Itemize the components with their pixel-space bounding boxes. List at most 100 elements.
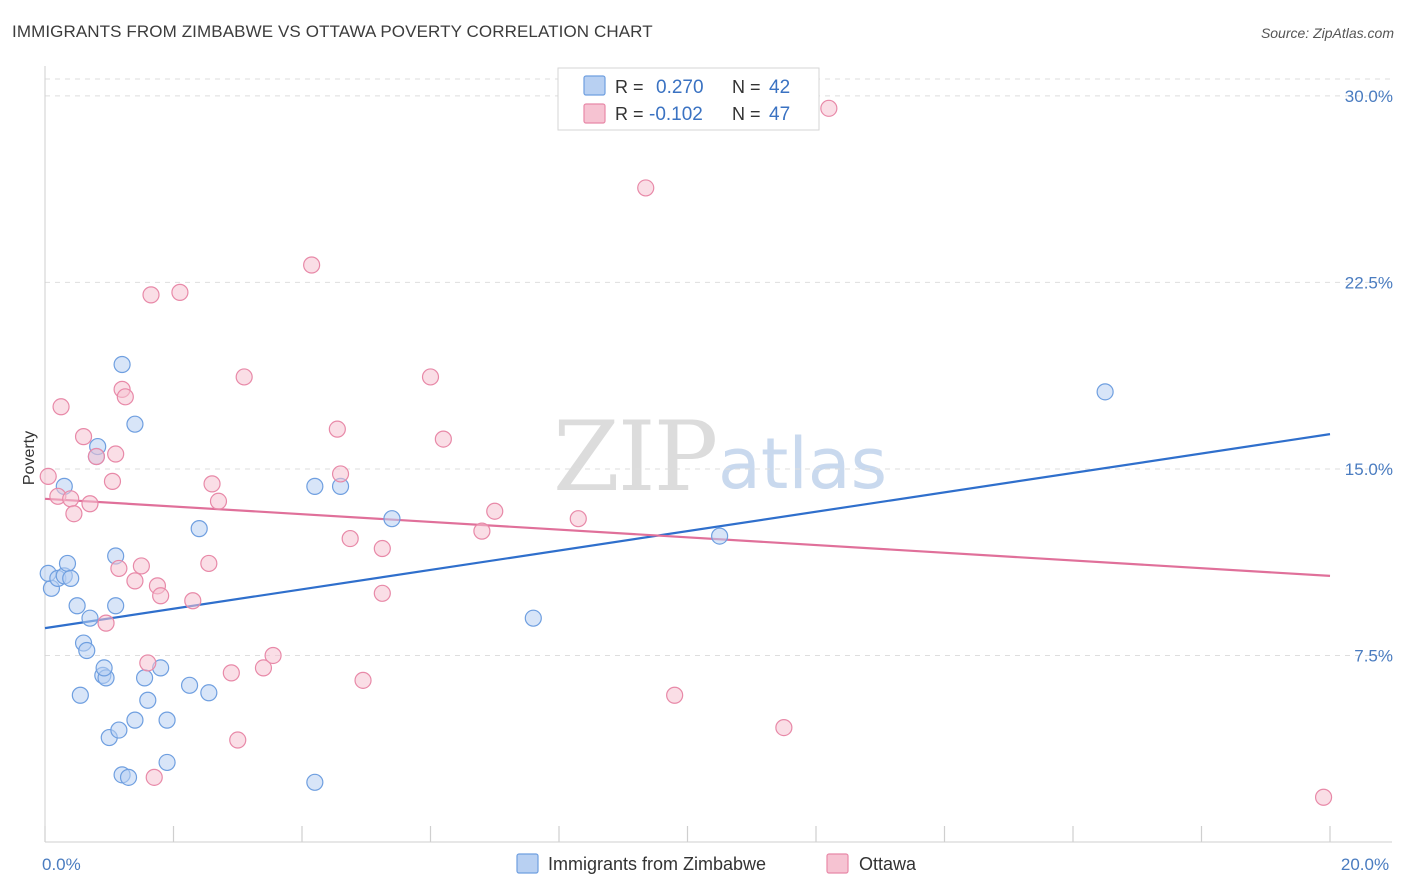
tick-labels: 7.5% 15.0% 22.5% 30.0% 0.0% 20.0% [42,87,1393,874]
ottawa-legend-swatch [826,853,849,874]
pink-r-label: R = [615,104,644,124]
data-point [190,520,208,538]
watermark-zip: ZIP [553,401,716,513]
data-point [222,664,240,682]
data-point [180,676,199,694]
data-point [158,753,176,772]
data-point [171,283,189,301]
pink-n-label: N = [732,104,761,124]
data-point [110,721,128,739]
series-legend: Immigrants from Zimbabwe Ottawa [516,853,917,874]
data-point [52,398,70,416]
data-point [74,428,93,446]
data-point [331,465,350,483]
data-point [145,768,163,786]
data-point [58,554,77,573]
blue-r-label: R = [615,77,644,97]
data-point [139,691,157,709]
x-tick-label: 0.0% [42,855,81,874]
data-point [306,477,324,495]
data-point [775,718,793,737]
data-point [264,646,282,665]
data-point [303,256,321,274]
watermark-atlas: atlas [718,423,887,505]
data-point [434,430,452,448]
data-point [1314,788,1333,806]
data-point [235,368,253,386]
data-point [81,609,99,627]
data-point [184,592,202,610]
data-point [200,684,218,702]
pink-legend-swatch [583,103,606,124]
zimbabwe-trendline [44,433,1331,630]
blue-legend-swatch [583,75,606,96]
data-point [306,773,324,791]
watermark: ZIP atlas [553,401,887,513]
data-point [87,447,106,466]
y-axis-title: Poverty [21,431,38,485]
data-point [39,467,57,486]
data-point [68,597,86,615]
data-point [119,768,138,786]
data-point [107,597,125,615]
data-point [637,179,655,197]
data-point [116,388,134,406]
data-point [81,495,99,513]
data-point [107,445,125,463]
data-point [113,355,131,374]
data-point [1096,383,1114,401]
data-point [711,527,729,545]
axes [44,66,1392,843]
blue-n-value: 42 [769,77,790,98]
data-points [39,99,1333,806]
y-tick-label: 22.5% [1345,273,1393,292]
data-point [158,711,176,729]
pink-n-value: 47 [769,104,790,125]
data-point [341,529,359,548]
data-point [110,559,128,578]
data-point [383,510,401,528]
data-point [142,286,160,304]
data-point [373,539,391,558]
ottawa-trendline [44,497,1331,577]
blue-r-value: 0.270 [656,77,704,98]
ottawa-points [39,99,1333,806]
data-point [126,572,144,590]
data-point [666,686,684,704]
source-label: Source: ZipAtlas.com [1260,25,1394,41]
data-point [569,510,587,528]
data-point [229,731,247,749]
zimbabwe-legend-swatch [516,853,539,874]
y-tick-label: 15.0% [1345,460,1393,479]
data-point [62,490,80,508]
blue-n-label: N = [732,77,761,97]
chart-title: IMMIGRANTS FROM ZIMBABWE VS OTTAWA POVER… [12,22,653,41]
pink-r-value: -0.102 [649,104,703,125]
ottawa-legend-label: Ottawa [859,854,917,874]
y-tick-label: 30.0% [1345,87,1393,106]
data-point [126,711,144,729]
data-point [71,686,89,704]
data-point [95,659,113,677]
data-point [62,569,80,587]
data-point [473,522,491,540]
data-point [132,557,150,575]
zimbabwe-legend-label: Immigrants from Zimbabwe [548,854,766,874]
x-tick-label: 20.0% [1341,855,1389,874]
data-point [373,584,391,602]
data-point [486,502,504,520]
data-point [524,609,542,627]
stats-legend: R = 0.270 N = 42 R = -0.102 N = 47 [557,67,820,131]
data-point [328,420,346,438]
trendlines [44,433,1331,630]
data-point [421,368,440,386]
data-point [126,415,144,433]
data-point [203,475,221,493]
data-point [200,554,218,573]
data-point [65,505,83,523]
data-point [135,669,154,687]
data-point [139,654,157,672]
data-point [78,641,96,660]
gridlines [45,78,1392,656]
